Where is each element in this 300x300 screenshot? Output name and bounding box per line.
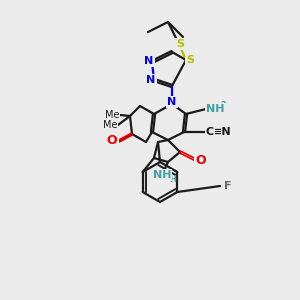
Text: 2: 2	[220, 101, 226, 110]
Text: ≡N: ≡N	[213, 127, 232, 137]
Text: N: N	[167, 97, 177, 107]
Text: F: F	[224, 181, 232, 191]
Text: O: O	[196, 154, 206, 166]
Text: S: S	[176, 39, 184, 49]
Text: S: S	[186, 55, 194, 65]
Text: Me: Me	[103, 120, 117, 130]
Text: NH: NH	[153, 170, 171, 180]
Text: O: O	[107, 134, 117, 148]
Text: H: H	[169, 175, 176, 184]
Text: Me: Me	[105, 110, 119, 120]
Text: N: N	[144, 56, 154, 66]
Text: NH: NH	[206, 104, 224, 114]
Text: N: N	[146, 75, 156, 85]
Text: C: C	[206, 127, 214, 137]
